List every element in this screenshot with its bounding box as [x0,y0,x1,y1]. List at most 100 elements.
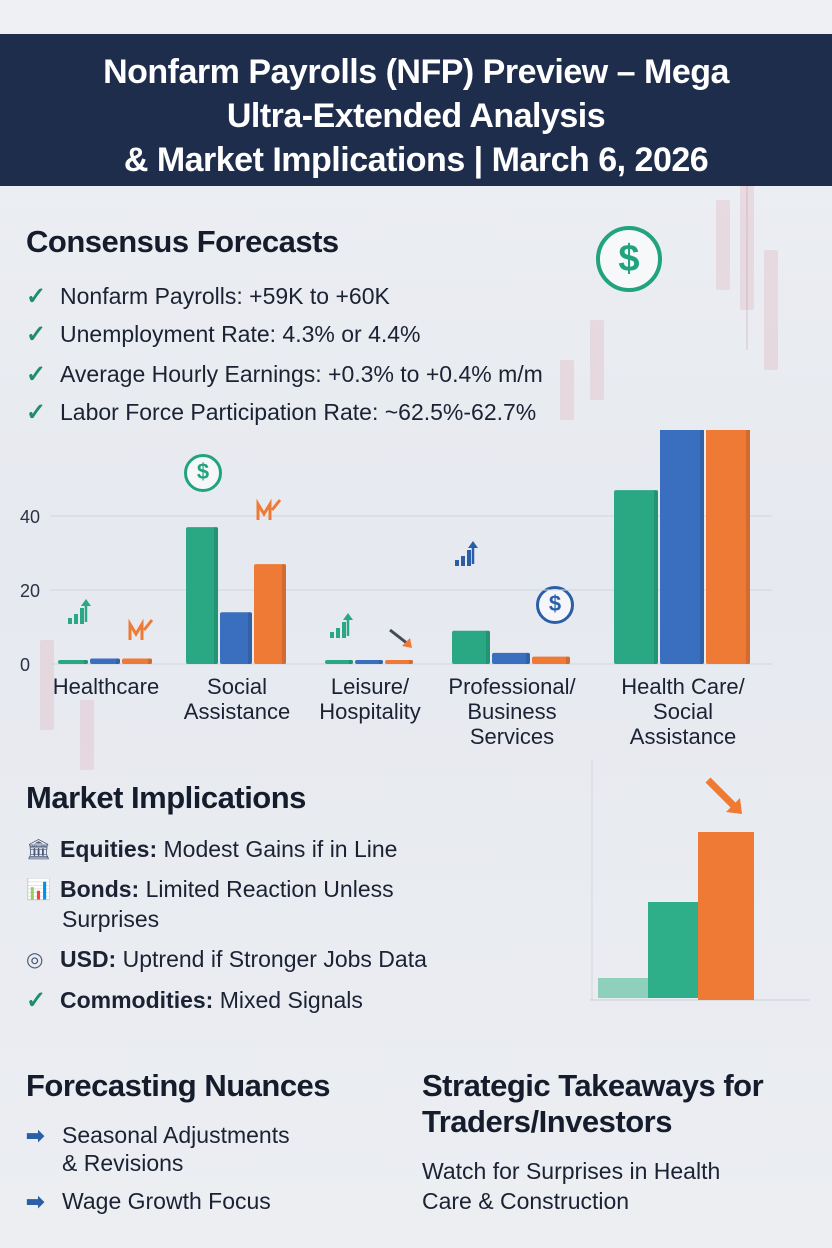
nuance-item: ➡ Seasonal Adjustments [26,1122,290,1148]
growth-icon [142,619,154,631]
check-icon: ✓ [26,321,47,348]
y-tick-label: 0 [20,655,30,675]
market-item-continuation: Surprises [62,906,160,932]
market-item: ◎ USD: Uptrend if Stronger Jobs Data [26,946,427,972]
check-icon: ✓ [26,361,47,388]
dollar-icon: $ [536,586,574,624]
nuances-title: Forecasting Nuances [26,1068,331,1103]
bar-shade [526,652,530,664]
bar [220,612,252,664]
trend-bar-icon [336,628,340,638]
bar-shade [566,656,570,664]
consensus-title: Consensus Forecasts [26,224,339,259]
category-label: Professional/ [448,674,576,699]
bar [532,656,570,664]
trend-bar-icon [467,550,471,566]
bar [660,430,704,664]
up-arrow-icon [81,599,91,606]
dollar-icon: $ [596,226,662,292]
check-icon: ✓ [26,399,47,426]
bar-shade [84,660,88,664]
title-line-3: & Market Implications | March 6, 2026 [123,141,709,179]
chart-category-labels: Healthcare SocialAssistanceLeisure/Hospit… [53,674,746,749]
bar-shade [746,430,750,664]
category-label: Assistance [630,724,736,749]
category-label: Business [467,699,556,724]
bar [355,660,383,664]
category-label: Healthcare [53,674,159,699]
trend-bar-icon [68,618,72,624]
chart-y-ticks: 0 20 40 [20,507,40,675]
bar-shade [282,564,286,664]
chart-bars [58,430,750,664]
takeaway-text: Care & Construction [422,1188,630,1214]
market-title: Market Implications [26,780,306,815]
page-title: Nonfarm Payrolls (NFP) Preview – Mega Ul… [0,34,832,186]
y-tick-label: 40 [20,507,40,527]
y-tick-label: 20 [20,581,40,601]
category-label: Services [470,724,554,749]
category-label: Social [207,674,267,699]
market-item: ✓ Commodities: Mixed Signals [26,987,363,1014]
nuance-item: ➡ Wage Growth Focus [26,1188,271,1214]
trend-bar-icon [330,632,334,638]
market-item: 🏛 Equities: Modest Gains if in Line [26,836,398,862]
bar-shade [486,630,490,664]
up-arrow-icon [468,541,478,548]
growth-icon [128,618,144,640]
takeaways-title-line-2: Traders/Investors [422,1104,672,1139]
bar [58,660,88,664]
trend-bar-icon [461,556,465,566]
bar [325,660,353,664]
consensus-item: ✓ Unemployment Rate: 4.3% or 4.4% [26,321,421,348]
bar [254,564,286,664]
arrow-right-icon: ➡ [26,1122,45,1148]
bar-shade [349,660,353,664]
consensus-item: ✓ Labor Force Participation Rate: ~62.5%… [26,399,537,426]
bar [452,630,490,664]
category-label: Leisure/ [331,674,410,699]
market-item: 📊 Bonds: Limited Reaction Unless [26,876,394,902]
bar [706,430,750,664]
mini-bar [698,832,754,1000]
category-label: Health Care/ [621,674,745,699]
takeaway-text: Watch for Surprises in Health [422,1158,721,1184]
consensus-item: ✓ Average Hourly Earnings: +0.3% to +0.4… [26,361,543,388]
down-arrow-icon [389,628,409,646]
mini-bar [648,902,700,998]
trend-bar-icon [455,560,459,566]
down-arrow-icon [402,638,412,648]
bar [122,658,152,664]
bar-shade [654,490,658,664]
dollar-icon: $ [184,454,222,492]
bar [90,658,120,664]
mini-bar-illustration [590,760,810,1001]
trend-bar-icon [80,608,84,624]
chart-decor-icons [68,498,478,648]
up-arrow-icon [343,613,353,620]
down-arrow-icon [726,798,742,814]
bar-shade [148,658,152,664]
growth-icon [256,498,272,520]
bar [492,652,530,664]
check-icon: ✓ [26,987,47,1014]
bar-chart-icon: 📊 [26,879,51,901]
bar-shade [116,658,120,664]
title-line-1: Nonfarm Payrolls (NFP) Preview – Mega [103,53,729,91]
takeaways-title-line-1: Strategic Takeaways for [422,1068,764,1103]
growth-icon [270,499,282,511]
arrow-right-icon: ➡ [26,1188,45,1214]
globe-icon: ◎ [26,949,44,971]
bar [186,527,218,664]
category-label: Assistance [184,699,290,724]
bar-shade [248,612,252,664]
trend-bar-icon [74,614,78,624]
bank-icon: 🏛 [26,839,52,861]
consensus-item: ✓ Nonfarm Payrolls: +59K to +60K [26,283,390,310]
bar-shade [214,527,218,664]
category-label: Hospitality [319,699,420,724]
bar [614,490,658,664]
mini-bar [598,978,648,998]
bar [385,660,413,664]
